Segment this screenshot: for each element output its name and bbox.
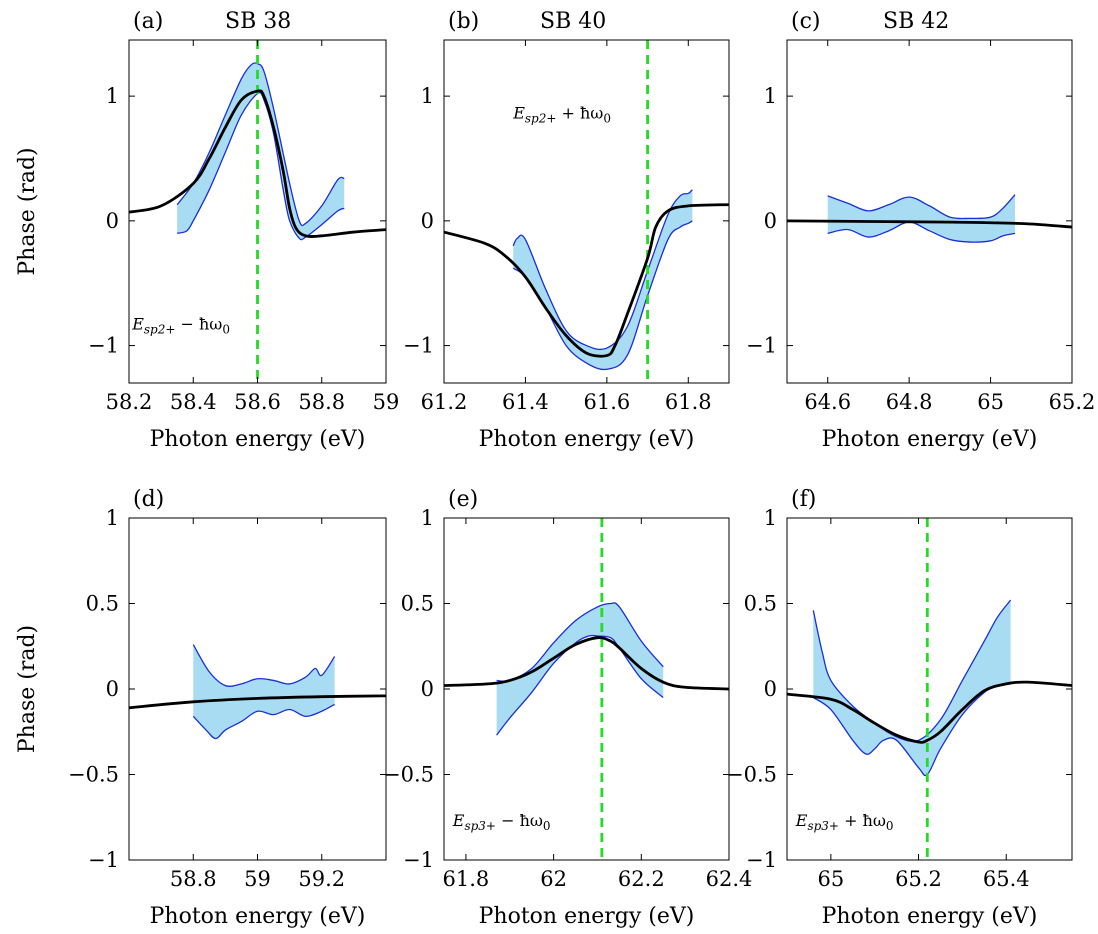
x-tick-label: 61.2	[421, 390, 468, 414]
x-axis-label: Photon energy (eV)	[150, 427, 366, 452]
uncertainty-band	[513, 190, 692, 370]
x-axis-label: Photon energy (eV)	[822, 427, 1038, 452]
y-axis-label: Phase (rad)	[15, 625, 40, 753]
resonance-annotation: Esp2+ + ħω0	[512, 104, 611, 126]
panel-letter: (d)	[133, 487, 164, 512]
panel-letter: (b)	[448, 9, 479, 34]
x-tick-label: 62.2	[618, 867, 665, 891]
uncertainty-band	[177, 63, 344, 240]
y-tick-label: −1	[746, 848, 777, 872]
x-tick-label: 65.2	[895, 867, 942, 891]
plot-area	[444, 40, 729, 383]
uncertainty-band	[813, 600, 1010, 775]
plot-area	[787, 195, 1072, 242]
x-tick-label: 59.2	[298, 867, 345, 891]
x-tick-label: 65.2	[1049, 390, 1096, 414]
y-tick-label: 1	[106, 84, 119, 108]
x-tick-label: 58.4	[170, 390, 217, 414]
y-tick-label: −1	[88, 848, 119, 872]
plot-area	[444, 518, 729, 860]
x-tick-label: 61.8	[443, 867, 490, 891]
panel-c: 64.6 64.8 65 65.2 −1 0 1 Photon energy (eV) (c) S…	[746, 9, 1095, 452]
x-tick-label: 58.6	[234, 390, 281, 414]
y-axis-label: Phase (rad)	[15, 147, 40, 275]
x-axis-label: Photon energy (eV)	[150, 904, 366, 929]
y-tick-label: 0	[764, 677, 777, 701]
panel-title: SB 40	[540, 9, 606, 34]
y-tick-label: 0	[421, 677, 434, 701]
uncertainty-band	[497, 603, 664, 735]
y-tick-label: 1	[421, 506, 434, 530]
y-tick-label: 0	[106, 209, 119, 233]
y-tick-label: 0.5	[86, 592, 119, 616]
axes-frame	[444, 518, 729, 860]
panel-letter: (f)	[791, 487, 816, 512]
x-tick-label: 61.4	[502, 390, 549, 414]
y-tick-label: 0	[106, 677, 119, 701]
x-axis-label: Photon energy (eV)	[479, 427, 695, 452]
plot-area	[129, 645, 386, 739]
y-tick-label: −1	[403, 334, 434, 358]
x-axis-label: Photon energy (eV)	[822, 904, 1038, 929]
y-tick-label: 0.5	[401, 592, 434, 616]
y-tick-label: 1	[106, 506, 119, 530]
panel-f: 65 65.2 65.4 −1 −0.5 0 0.5 1 Photon energy (eV) (…	[726, 487, 1072, 929]
y-tick-label: 0	[421, 209, 434, 233]
y-tick-label: 1	[764, 84, 777, 108]
resonance-annotation: Esp2+ − ħω0	[131, 314, 230, 336]
x-tick-label: 62	[540, 867, 567, 891]
y-tick-label: −0.5	[383, 763, 434, 787]
panel-letter: (c)	[791, 9, 821, 34]
panel-b: 61.2 61.4 61.6 61.8 −1 0 1 Photon energy (eV) (b…	[403, 9, 729, 452]
x-tick-label: 61.8	[665, 390, 712, 414]
panel-a: 58.2 58.4 58.6 58.8 59 −1 0 1 Photon energy (eV)…	[15, 9, 399, 452]
resonance-annotation: Esp3+ − ħω0	[452, 811, 551, 833]
y-tick-label: 1	[764, 506, 777, 530]
x-tick-label: 61.6	[583, 390, 630, 414]
model-curve	[444, 638, 729, 689]
x-tick-label: 64.6	[804, 390, 851, 414]
y-tick-label: −1	[403, 848, 434, 872]
uncertainty-band	[193, 645, 334, 739]
y-tick-label: −1	[746, 334, 777, 358]
panel-title: SB 42	[883, 9, 949, 34]
x-tick-label: 64.8	[886, 390, 933, 414]
plot-area	[787, 518, 1072, 860]
x-tick-label: 58.8	[298, 390, 345, 414]
model-curve	[444, 205, 729, 357]
x-tick-label: 65	[817, 867, 844, 891]
x-tick-label: 59	[373, 390, 400, 414]
x-tick-label: 65	[977, 390, 1004, 414]
x-tick-label: 58.2	[106, 390, 153, 414]
panel-d: 58.8 59 59.2 −1 −0.5 0 0.5 1 Photon energy (eV) P…	[15, 487, 386, 929]
y-tick-label: 0	[764, 209, 777, 233]
y-tick-label: −0.5	[726, 763, 777, 787]
panel-title: SB 38	[225, 9, 291, 34]
x-axis-label: Photon energy (eV)	[479, 904, 695, 929]
y-tick-label: 1	[421, 84, 434, 108]
y-tick-label: −0.5	[68, 763, 119, 787]
panel-letter: (e)	[448, 487, 478, 512]
resonance-annotation: Esp3+ + ħω0	[795, 811, 894, 833]
x-tick-label: 65.4	[983, 867, 1030, 891]
panel-e: 61.8 62 62.2 62.4 −1 −0.5 0 0.5 1 Photon energy (…	[383, 487, 752, 929]
y-tick-label: 0.5	[744, 592, 777, 616]
panel-letter: (a)	[133, 9, 163, 34]
x-tick-label: 58.8	[170, 867, 217, 891]
y-tick-label: −1	[88, 334, 119, 358]
x-tick-label: 59	[244, 867, 271, 891]
